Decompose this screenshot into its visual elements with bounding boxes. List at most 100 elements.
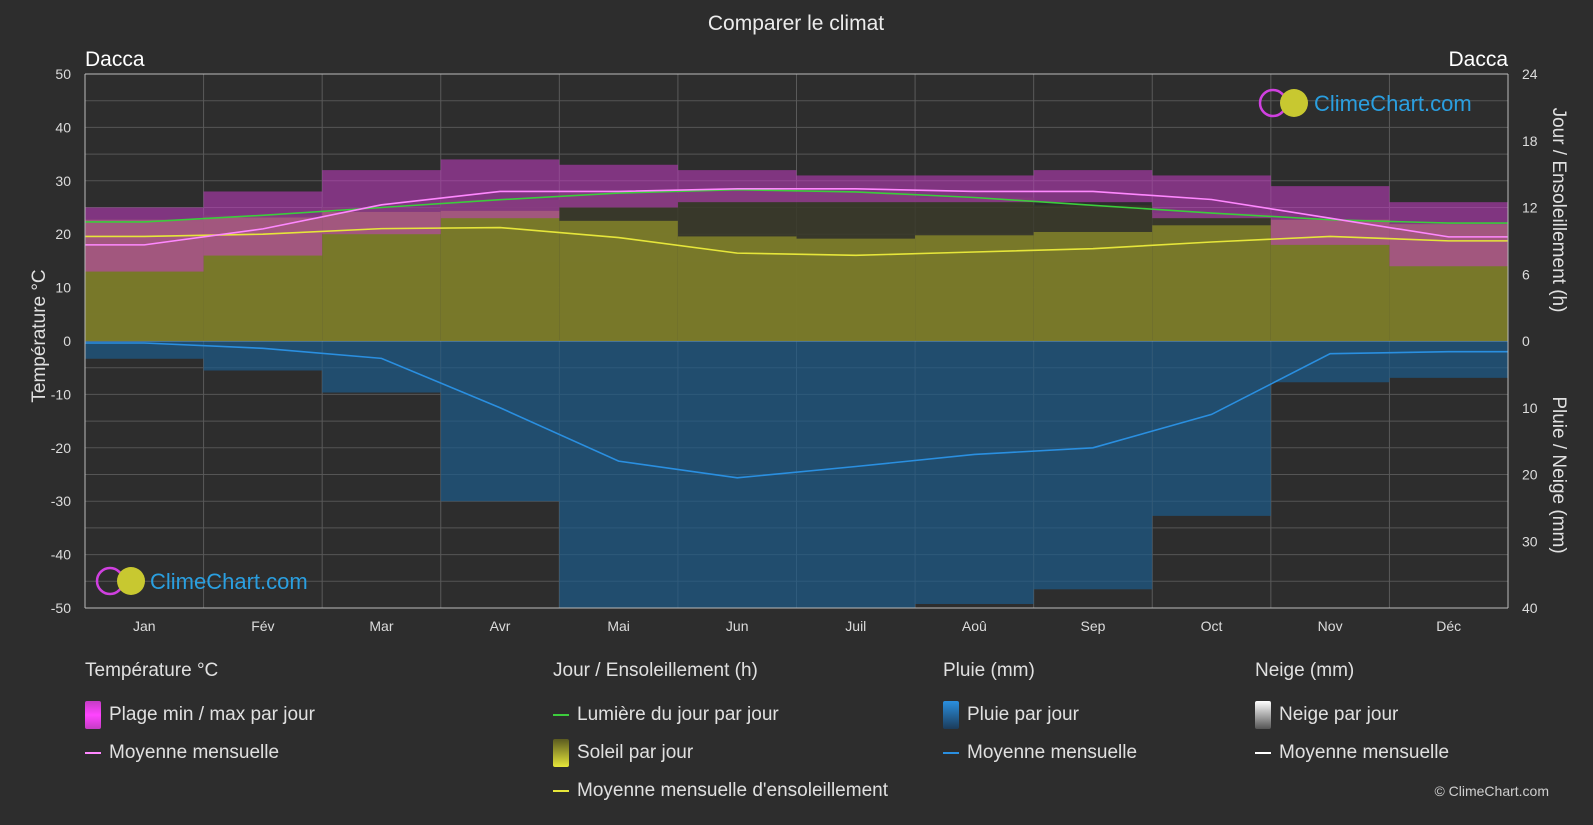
legend-sun: Jour / Ensoleillement (h) Lumière du jou… (553, 660, 888, 810)
rain-swatch-icon (943, 701, 959, 729)
x-tick-label: Fév (251, 618, 274, 634)
rain-bar (1389, 341, 1508, 378)
sunshine-swatch-icon (553, 739, 569, 767)
legend-rain-mean: Moyenne mensuelle (943, 734, 1137, 772)
y-right-top-tick: 12 (1522, 200, 1538, 216)
rain-bar (796, 341, 916, 608)
x-tick-label: Déc (1436, 618, 1461, 634)
location-right: Dacca (1448, 48, 1508, 71)
legend-temp-range: Plage min / max par jour (85, 696, 315, 734)
copyright: © ClimeChart.com (1434, 783, 1549, 799)
snow-mean-swatch-icon (1255, 752, 1271, 754)
legend-daylight-label: Lumière du jour par jour (577, 704, 779, 725)
y-left-tick: -30 (51, 493, 71, 509)
rain-bar (915, 341, 1034, 604)
y-left-tick: 10 (55, 280, 71, 296)
legend-sun-title: Jour / Ensoleillement (h) (553, 660, 758, 681)
temp-range-bar (1033, 170, 1153, 203)
y-right-bottom-tick: 30 (1522, 533, 1538, 549)
legend-temperature: Température °C Plage min / max par jour … (85, 660, 315, 772)
legend-snow-title: Neige (mm) (1255, 660, 1355, 681)
sun-mean-swatch-icon (553, 790, 569, 792)
y-right-bottom-tick: 20 (1522, 467, 1538, 483)
legend-temp-range-label: Plage min / max par jour (109, 704, 315, 725)
legend-sun-mean-label: Moyenne mensuelle d'ensoleillement (577, 780, 888, 801)
temp-mean-swatch-icon (85, 752, 101, 754)
temp-range-swatch-icon (85, 701, 101, 729)
x-tick-label: Aoû (962, 618, 987, 634)
x-tick-label: Avr (490, 618, 511, 634)
y-left-tick: -10 (51, 386, 71, 402)
legend-snow-mean-label: Moyenne mensuelle (1279, 742, 1450, 763)
temp-mean-line (85, 188, 1508, 246)
legend-rain-title: Pluie (mm) (943, 660, 1035, 681)
legend-sun-mean: Moyenne mensuelle d'ensoleillement (553, 772, 888, 810)
x-tick-label: Sep (1080, 618, 1105, 634)
data-bands (85, 159, 1508, 608)
rain-bar (1033, 341, 1153, 590)
x-tick-label: Oct (1201, 618, 1223, 634)
y-right-top-tick: 24 (1522, 66, 1538, 82)
y-left-tick: -20 (51, 440, 71, 456)
brand-text-top: ClimeChart.com (1314, 91, 1472, 116)
rain-mean-swatch-icon (943, 752, 959, 754)
legend-snow-mean: Moyenne mensuelle (1255, 734, 1449, 772)
temp-range-bar (1389, 202, 1508, 267)
y-left-tick: 0 (63, 333, 71, 349)
sunshine-bar (559, 220, 678, 341)
legend-rain-day: Pluie par jour (943, 696, 1137, 734)
legend-temp-mean-label: Moyenne mensuelle (109, 742, 280, 763)
legend-rain: Pluie (mm) Pluie par jour Moyenne mensue… (943, 660, 1137, 772)
rain-bar (322, 341, 441, 393)
snow-swatch-icon (1255, 701, 1271, 729)
x-tick-label: Mar (369, 618, 393, 634)
y-right-top-tick: 18 (1522, 133, 1538, 149)
y-right-bottom-label: Pluie / Neige (mm) (1548, 396, 1569, 553)
axes: 50 40 30 20 10 0 -10 -20 -30 -40 -50 24 18 12 6 0 10 20 30… (51, 66, 1538, 634)
rain-bar (203, 341, 323, 371)
chart-title: Comparer le climat (708, 12, 884, 35)
temp-range-bar (1270, 186, 1390, 245)
x-tick-label: Nov (1318, 618, 1343, 634)
rain-bar (1152, 341, 1271, 516)
rain-bar (85, 341, 204, 359)
daylight-swatch-icon (553, 714, 569, 716)
location-left: Dacca (85, 48, 145, 71)
temp-range-bar (559, 164, 678, 208)
temp-range-bar (440, 159, 560, 219)
sunshine-bar (677, 236, 797, 341)
legend-snow-day-label: Neige par jour (1279, 704, 1399, 725)
legend-temp-mean: Moyenne mensuelle (85, 734, 315, 772)
rain-bar (559, 341, 678, 608)
y-left-tick: 40 (55, 119, 71, 135)
y-left-tick: -40 (51, 547, 71, 563)
x-tick-label: Mai (607, 618, 630, 634)
legend-rain-day-label: Pluie par jour (967, 704, 1079, 725)
legend-snow-day: Neige par jour (1255, 696, 1449, 734)
legend-rain-mean-label: Moyenne mensuelle (967, 742, 1138, 763)
y-right-top-tick: 6 (1522, 266, 1530, 282)
y-right-top-tick: 0 (1522, 333, 1530, 349)
legend-daylight: Lumière du jour par jour (553, 696, 888, 734)
rain-mean-line (85, 342, 1508, 479)
temp-range-bar (322, 170, 441, 235)
sunshine-bar (440, 210, 560, 341)
data-lines (85, 188, 1508, 479)
logo-sun-icon (1280, 89, 1308, 117)
brand-logo-top: ClimeChart.com (1258, 88, 1472, 118)
legend-temperature-title: Température °C (85, 660, 219, 681)
y-left-tick: 50 (55, 66, 71, 82)
x-tick-label: Juil (845, 618, 866, 634)
rain-bar (1270, 341, 1390, 383)
x-tick-label: Jun (726, 618, 749, 634)
rain-bar (440, 341, 560, 502)
legend-sunshine: Soleil par jour (553, 734, 888, 772)
legend-snow: Neige (mm) Neige par jour Moyenne mensue… (1255, 660, 1449, 772)
sunshine-mean-line (85, 226, 1508, 257)
y-right-top-label: Jour / Ensoleillement (h) (1548, 108, 1569, 313)
y-left-tick: 20 (55, 226, 71, 242)
logo-sun-icon (117, 567, 145, 595)
y-left-tick: 30 (55, 173, 71, 189)
daylight-line (85, 188, 1508, 224)
